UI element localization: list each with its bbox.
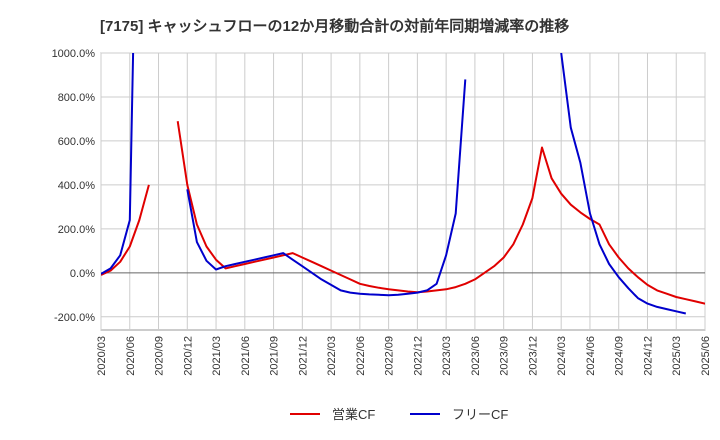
x-tick-label: 2022/03	[326, 336, 338, 376]
x-tick-label: 2024/12	[642, 336, 654, 376]
legend-label: フリーCF	[452, 407, 508, 422]
x-tick-label: 2020/03	[96, 336, 108, 376]
x-tick-label: 2022/09	[384, 336, 396, 376]
x-tick-label: 2020/06	[125, 336, 137, 376]
y-tick-label: 800.0%	[58, 92, 96, 104]
x-tick-label: 2021/12	[297, 336, 309, 376]
x-tick-label: 2021/06	[240, 336, 252, 376]
x-tick-label: 2022/12	[412, 336, 424, 376]
legend: 営業CF フリーCF	[290, 407, 508, 422]
x-tick-label: 2023/12	[527, 336, 539, 376]
y-tick-label: -200.0%	[54, 312, 95, 324]
x-tick-label: 2021/09	[269, 336, 281, 376]
plot-frame	[100, 52, 706, 331]
x-tick-label: 2020/12	[182, 336, 194, 376]
legend-label: 営業CF	[332, 407, 375, 422]
y-tick-label: 200.0%	[58, 224, 96, 236]
chart-title: [7175] キャッシュフローの12か月移動合計の対前年同期増減率の推移	[100, 17, 569, 35]
y-axis-ticks: 1000.0% 800.0% 600.0% 400.0% 200.0% 0.0% -200.…	[52, 48, 96, 324]
series-line-operating-cf	[101, 121, 705, 305]
y-tick-label: 0.0%	[70, 268, 95, 280]
x-tick-label: 2025/06	[700, 336, 712, 376]
x-tick-label: 2025/03	[671, 336, 683, 376]
x-tick-label: 2021/03	[211, 336, 223, 376]
x-axis-ticks: 2020/03 2020/06 2020/09 2020/12 2021/03 2021/…	[96, 336, 712, 376]
series-line-free-cf	[101, 53, 687, 315]
x-tick-label: 2023/09	[499, 336, 511, 376]
x-tick-label: 2020/09	[154, 336, 166, 376]
x-tick-label: 2024/09	[614, 336, 626, 376]
y-tick-label: 400.0%	[58, 180, 96, 192]
x-tick-label: 2023/06	[470, 336, 482, 376]
x-tick-label: 2024/03	[556, 336, 568, 376]
x-tick-label: 2022/06	[355, 336, 367, 376]
y-tick-label: 600.0%	[58, 136, 96, 148]
x-tick-label: 2023/03	[441, 336, 453, 376]
x-tick-label: 2024/06	[585, 336, 597, 376]
y-tick-label: 1000.0%	[52, 48, 96, 60]
plot-area	[100, 52, 706, 331]
series-layer	[101, 53, 705, 315]
